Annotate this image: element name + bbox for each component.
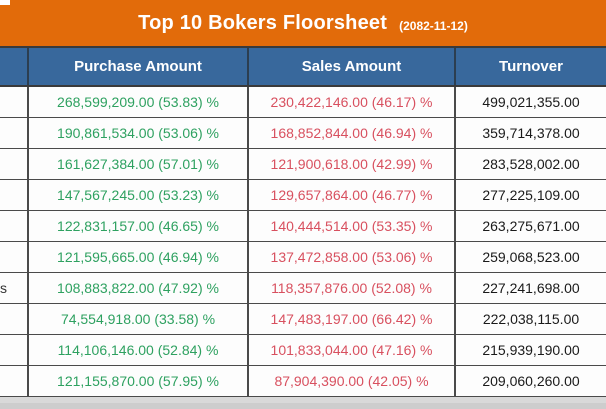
- table-body: 268,599,209.00 (53.83) % 230,422,146.00 …: [0, 86, 606, 397]
- table-row: s 108,883,822.00 (47.92) % 118,357,876.0…: [0, 272, 606, 304]
- column-header-broker: [0, 46, 28, 87]
- page-title: Top 10 Bokers Floorsheet: [138, 11, 388, 34]
- purchase-amount-cell: 268,599,209.00 (53.83) %: [27, 86, 248, 118]
- turnover-cell: 227,241,698.00: [454, 272, 606, 304]
- sales-amount-cell: 147,483,197.00 (66.42) %: [247, 303, 455, 335]
- turnover-cell: 359,714,378.00: [454, 117, 606, 149]
- table-header: Purchase Amount Sales Amount Turnover: [0, 46, 606, 87]
- title-bar: Top 10 Bokers Floorsheet (2082-11-12): [0, 0, 606, 46]
- sales-amount-cell: 230,422,146.00 (46.17) %: [247, 86, 455, 118]
- purchase-amount-cell: 147,567,245.00 (53.23) %: [27, 179, 248, 211]
- sales-amount-cell: 118,357,876.00 (52.08) %: [247, 272, 455, 304]
- floorsheet-table: Purchase Amount Sales Amount Turnover 26…: [0, 46, 606, 397]
- broker-cell: s: [0, 272, 28, 304]
- broker-cell: [0, 148, 28, 180]
- table-row: 147,567,245.00 (53.23) % 129,657,864.00 …: [0, 179, 606, 211]
- purchase-amount-cell: 122,831,157.00 (46.65) %: [27, 210, 248, 242]
- table-row: 121,595,665.00 (46.94) % 137,472,858.00 …: [0, 241, 606, 273]
- turnover-cell: 499,021,355.00: [454, 86, 606, 118]
- table-row: 268,599,209.00 (53.83) % 230,422,146.00 …: [0, 86, 606, 118]
- turnover-cell: 263,275,671.00: [454, 210, 606, 242]
- header-row: Purchase Amount Sales Amount Turnover: [0, 46, 606, 87]
- purchase-amount-cell: 161,627,384.00 (57.01) %: [27, 148, 248, 180]
- purchase-amount-cell: 121,155,870.00 (57.95) %: [27, 365, 248, 397]
- column-header-turnover: Turnover: [454, 46, 606, 87]
- table-row: 74,554,918.00 (33.58) % 147,483,197.00 (…: [0, 303, 606, 335]
- broker-cell: [0, 241, 28, 273]
- broker-cell: [0, 303, 28, 335]
- purchase-amount-cell: 74,554,918.00 (33.58) %: [27, 303, 248, 335]
- sales-amount-cell: 121,900,618.00 (42.99) %: [247, 148, 455, 180]
- purchase-amount-cell: 121,595,665.00 (46.94) %: [27, 241, 248, 273]
- title-date: (2082-11-12): [399, 18, 468, 33]
- table-row: 122,831,157.00 (46.65) % 140,444,514.00 …: [0, 210, 606, 242]
- broker-cell: [0, 86, 28, 118]
- broker-cell: [0, 210, 28, 242]
- sales-amount-cell: 101,833,044.00 (47.16) %: [247, 334, 455, 366]
- turnover-cell: 259,068,523.00: [454, 241, 606, 273]
- purchase-amount-cell: 114,106,146.00 (52.84) %: [27, 334, 248, 366]
- sales-amount-cell: 87,904,390.00 (42.05) %: [247, 365, 455, 397]
- column-header-purchase-amount: Purchase Amount: [27, 46, 248, 87]
- turnover-cell: 209,060,260.00: [454, 365, 606, 397]
- table-row: 190,861,534.00 (53.06) % 168,852,844.00 …: [0, 117, 606, 149]
- table-row: 121,155,870.00 (57.95) % 87,904,390.00 (…: [0, 365, 606, 397]
- broker-cell: [0, 365, 28, 397]
- turnover-cell: 283,528,002.00: [454, 148, 606, 180]
- turnover-cell: 215,939,190.00: [454, 334, 606, 366]
- sales-amount-cell: 129,657,864.00 (46.77) %: [247, 179, 455, 211]
- column-header-sales-amount: Sales Amount: [247, 46, 455, 87]
- sales-amount-cell: 168,852,844.00 (46.94) %: [247, 117, 455, 149]
- broker-cell: [0, 117, 28, 149]
- purchase-amount-cell: 190,861,534.00 (53.06) %: [27, 117, 248, 149]
- table-row: 161,627,384.00 (57.01) % 121,900,618.00 …: [0, 148, 606, 180]
- sales-amount-cell: 140,444,514.00 (53.35) %: [247, 210, 455, 242]
- turnover-cell: 222,038,115.00: [454, 303, 606, 335]
- broker-cell: [0, 334, 28, 366]
- table-row: 114,106,146.00 (52.84) % 101,833,044.00 …: [0, 334, 606, 366]
- broker-cell: [0, 179, 28, 211]
- sales-amount-cell: 137,472,858.00 (53.06) %: [247, 241, 455, 273]
- bottom-edge-strip: [0, 403, 606, 409]
- corner-notch: [0, 0, 10, 5]
- turnover-cell: 277,225,109.00: [454, 179, 606, 211]
- purchase-amount-cell: 108,883,822.00 (47.92) %: [27, 272, 248, 304]
